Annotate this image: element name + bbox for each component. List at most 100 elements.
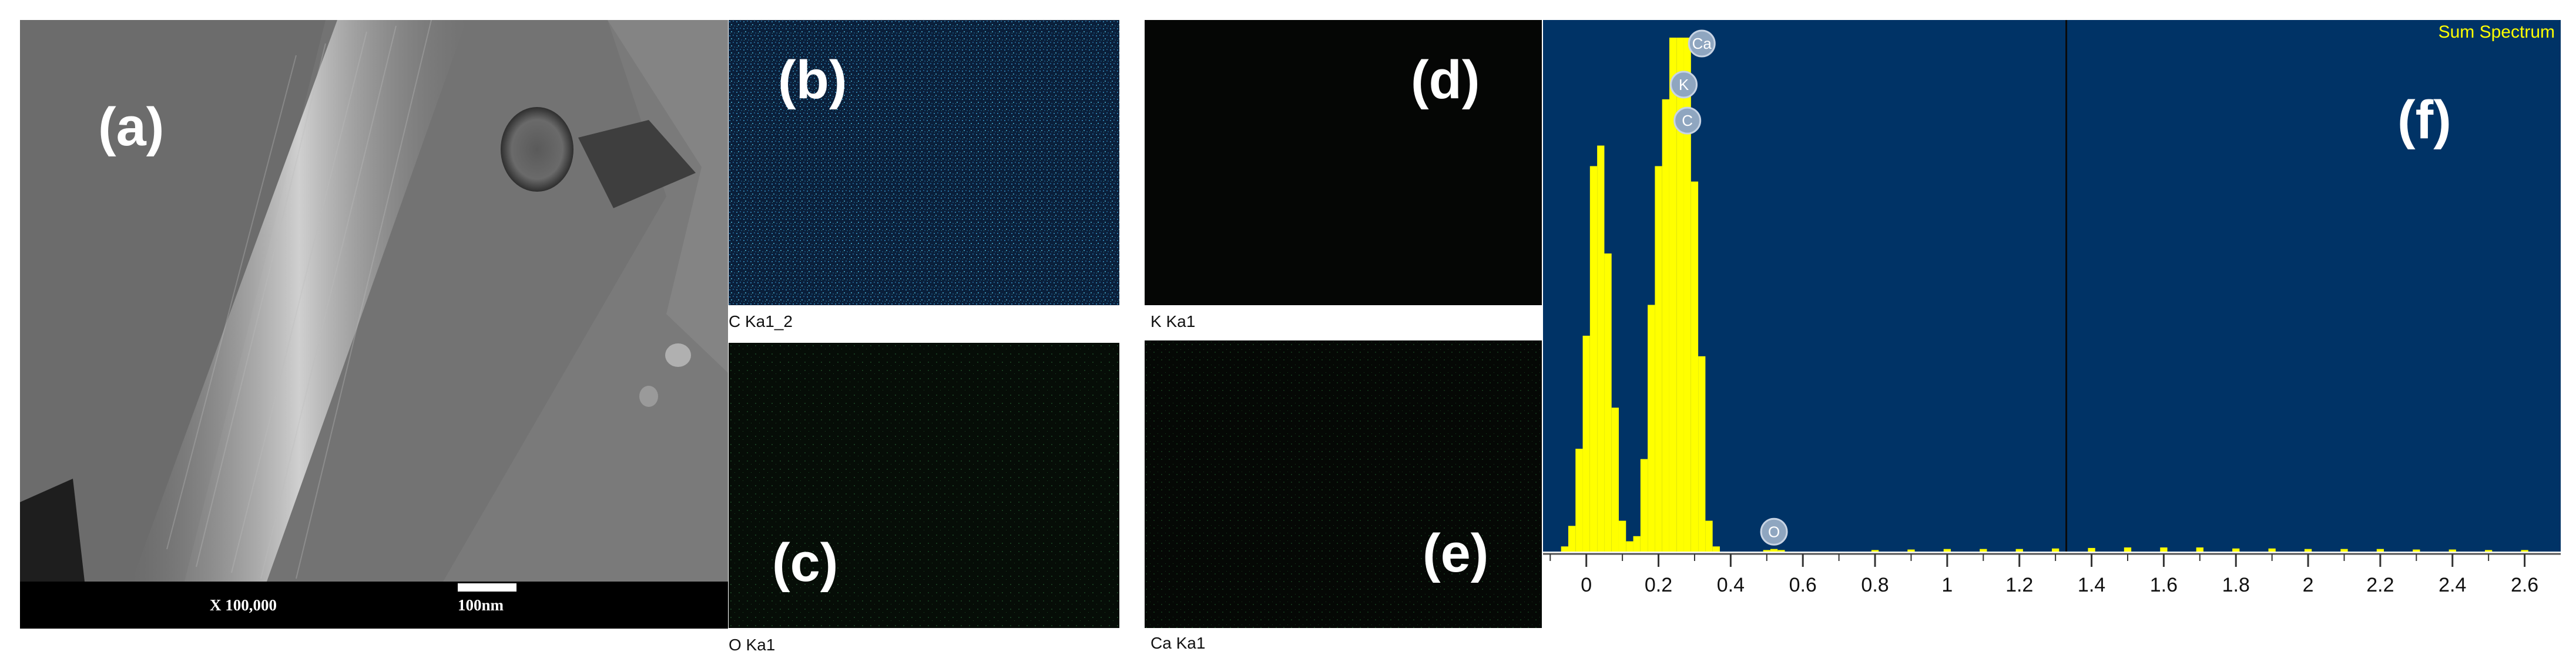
- peak-marker: [1760, 517, 1788, 546]
- spectrum-bar: [1626, 541, 1634, 552]
- spectrum-bar: [1575, 449, 1583, 552]
- spectrum-bar: [1604, 253, 1612, 552]
- spectrum-bar: [1943, 549, 1951, 552]
- x-tick-label: 1.2: [2005, 574, 2033, 596]
- spectrum-bar: [1618, 520, 1626, 552]
- panel-label-e: (e): [1423, 523, 1489, 583]
- spectrum-bar: [2521, 550, 2528, 552]
- spectrum-bar: [2124, 547, 2132, 552]
- spectrum-bar: [1907, 549, 1915, 552]
- spectrum-bar: [2304, 549, 2312, 552]
- peak-marker: [1670, 71, 1698, 99]
- spectrum-bar: [1568, 526, 1576, 552]
- spectrum-bar: [1712, 546, 1720, 552]
- spectrum-bar: [1662, 99, 1669, 552]
- spectrum-bar: [2015, 549, 2023, 552]
- peak-marker: [1673, 106, 1702, 135]
- sem-info-bar: [20, 582, 728, 629]
- peak-labels: Ca K C O: [1670, 29, 1788, 546]
- spectrum-bar: [1980, 549, 1987, 552]
- sem-micrograph: [20, 20, 728, 582]
- element-map-c: (b): [729, 20, 1119, 305]
- x-tick-label: 2.4: [2439, 574, 2466, 596]
- spectrum-bar: [1690, 181, 1699, 552]
- scale-bar: [458, 583, 516, 592]
- spectrum-bar: [1705, 520, 1713, 552]
- element-map-ca: (e): [1145, 340, 1542, 628]
- spectrum-bar: [1698, 356, 1706, 552]
- spectrum-bar: [2340, 549, 2348, 552]
- panel-label-c: (c): [772, 533, 838, 593]
- peak-label-text: O: [1768, 523, 1780, 540]
- magnification-label: X 100,000: [210, 596, 277, 614]
- peak-label-k: K: [1670, 71, 1698, 99]
- spectrum-bar: [2088, 547, 2095, 552]
- map-caption-o: O Ka1: [729, 636, 776, 654]
- spectrum-bar: [1763, 550, 1770, 552]
- x-tick-label: 1.6: [2150, 574, 2178, 596]
- spectrum-bar: [1669, 38, 1677, 552]
- spectrum-svg: Ca K C O 0 0.2 0.4 0.6 0.8 1 1.2 1.4 1.6 1.8 2 2.2 2.4 2…: [1543, 20, 2561, 596]
- spectrum-bar: [2160, 547, 2168, 552]
- x-tick-label: 0.8: [1861, 574, 1889, 596]
- element-map-o: (c): [729, 343, 1119, 628]
- spectrum-bar: [2052, 548, 2060, 552]
- x-tick-label: 0.2: [1645, 574, 1672, 596]
- peak-marker: [1688, 29, 1716, 58]
- scale-bar-label: 100nm: [458, 596, 504, 614]
- spectrum-bar: [1871, 550, 1879, 552]
- map-caption-k: K Ka1: [1151, 312, 1196, 330]
- eds-spectrum-chart: Ca K C O 0 0.2 0.4 0.6 0.8 1 1.2 1.4 1.6 1.8 2 2.2 2.4 2…: [1543, 20, 2561, 608]
- peak-label-ca: Ca: [1688, 29, 1716, 58]
- spectrum-bar: [1770, 549, 1778, 552]
- map-noise-e: [1145, 340, 1542, 628]
- chart-title: Sum Spectrum: [2439, 22, 2555, 42]
- panel-label-b: (b): [778, 50, 847, 110]
- spectrum-bar: [1676, 38, 1684, 552]
- sem-texture: [20, 20, 728, 582]
- spectrum-bar: [2232, 548, 2240, 552]
- spectrum-bar: [2448, 549, 2456, 552]
- x-tick-label: 1.8: [2222, 574, 2250, 596]
- spectrum-bar: [1597, 145, 1605, 552]
- peak-label-c: C: [1673, 106, 1702, 135]
- panel-label-a: (a): [98, 97, 165, 157]
- spectrum-bar: [1640, 459, 1648, 552]
- peak-label-o: O: [1760, 517, 1788, 546]
- spectrum-bar: [1648, 305, 1655, 552]
- spectrum-bar: [1633, 536, 1641, 552]
- x-tick-label: 2.2: [2366, 574, 2394, 596]
- x-tick-label: 2: [2303, 574, 2314, 596]
- sem-image-panel: (a) X 100,000 100nm: [20, 20, 728, 629]
- spectrum-bar: [1561, 546, 1568, 552]
- spectrum-bar: [1777, 550, 1785, 552]
- panel-label-f: (f): [2397, 90, 2451, 150]
- peak-label-text: K: [1679, 76, 1689, 93]
- spectrum-bar: [2268, 548, 2276, 552]
- x-tick-label: 2.6: [2511, 574, 2538, 596]
- x-tick-label: 0: [1581, 574, 1592, 596]
- spectrum-bars: [1561, 38, 2528, 552]
- spectrum-bar: [1582, 335, 1590, 552]
- spectrum-bar: [1683, 38, 1691, 552]
- spectrum-bar: [1589, 166, 1598, 552]
- spectrum-bar: [2413, 549, 2420, 552]
- map-caption-b: C Ka1_2: [729, 312, 793, 330]
- map-caption-ca: Ca Ka1: [1151, 634, 1206, 652]
- x-tick-label: 1: [1941, 574, 1953, 596]
- peak-label-text: C: [1682, 112, 1693, 129]
- map-noise-b: [729, 20, 1119, 305]
- x-tick-label: 0.6: [1789, 574, 1817, 596]
- spectrum-bar: [2376, 549, 2384, 552]
- x-axis-ticks: 0 0.2 0.4 0.6 0.8 1 1.2 1.4 1.6 1.8 2 2.2 2.4 2.6: [1549, 554, 2538, 596]
- plot-area: [1543, 20, 2561, 552]
- element-map-k: (d): [1145, 20, 1542, 305]
- map-noise-c: [729, 343, 1119, 628]
- x-tick-label: 1.4: [2078, 574, 2105, 596]
- peak-label-text: Ca: [1692, 35, 1712, 52]
- spectrum-bar: [2485, 550, 2493, 552]
- spectrum-bar: [2196, 547, 2203, 552]
- spectrum-bar: [1611, 408, 1619, 552]
- panel-label-d: (d): [1411, 50, 1480, 110]
- x-tick-label: 0.4: [1717, 574, 1745, 596]
